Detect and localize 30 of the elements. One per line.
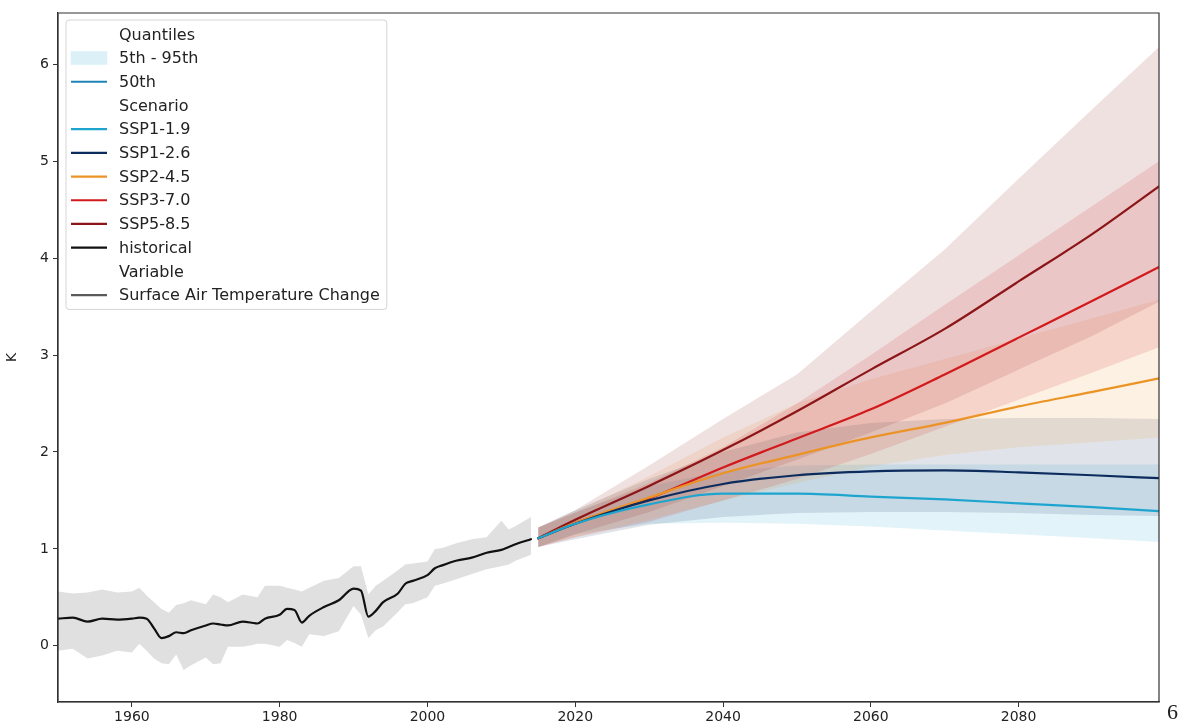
text: Scenario — [119, 95, 189, 115]
y-tick-label: 1 — [40, 539, 49, 556]
x-tick-label: 2060 — [853, 708, 889, 725]
x-tick-label: 2080 — [1000, 708, 1037, 725]
legend-label: historical — [119, 237, 193, 257]
legend-label: SSP5-8.5 — [119, 214, 191, 234]
text: 6 — [1167, 699, 1178, 724]
y-tick-label: 2 — [40, 442, 49, 459]
y-tick-label: 5 — [40, 151, 49, 168]
x-tick-label: 2040 — [705, 708, 741, 725]
legend-label: SSP3-7.0 — [119, 190, 191, 210]
legend-label: Surface Air Temperature Change — [119, 285, 380, 305]
text: Quantiles — [119, 24, 196, 44]
y-tick-label: 4 — [40, 248, 50, 265]
line-series — [537, 492, 1159, 540]
legend-label: SSP1-1.9 — [119, 119, 191, 139]
legend-label: 50th — [119, 71, 156, 91]
x-tick-label: 1980 — [261, 708, 298, 725]
line-series — [58, 538, 533, 640]
legend-label: 5th - 95th — [119, 48, 199, 68]
x-tick-label: 1960 — [114, 708, 150, 725]
legend-label: SSP1-2.6 — [119, 143, 191, 163]
x-tick-label: 2000 — [409, 708, 446, 725]
y-tick-label: 6 — [40, 55, 50, 71]
x-tick-label: 2020 — [557, 708, 594, 725]
y-tick-label: 3 — [40, 345, 49, 362]
y-tick-label: 0 — [40, 636, 49, 653]
legend-label: SSP2-4.5 — [119, 166, 191, 186]
text: Variable — [119, 261, 184, 281]
y-axis-title: K — [3, 352, 20, 363]
